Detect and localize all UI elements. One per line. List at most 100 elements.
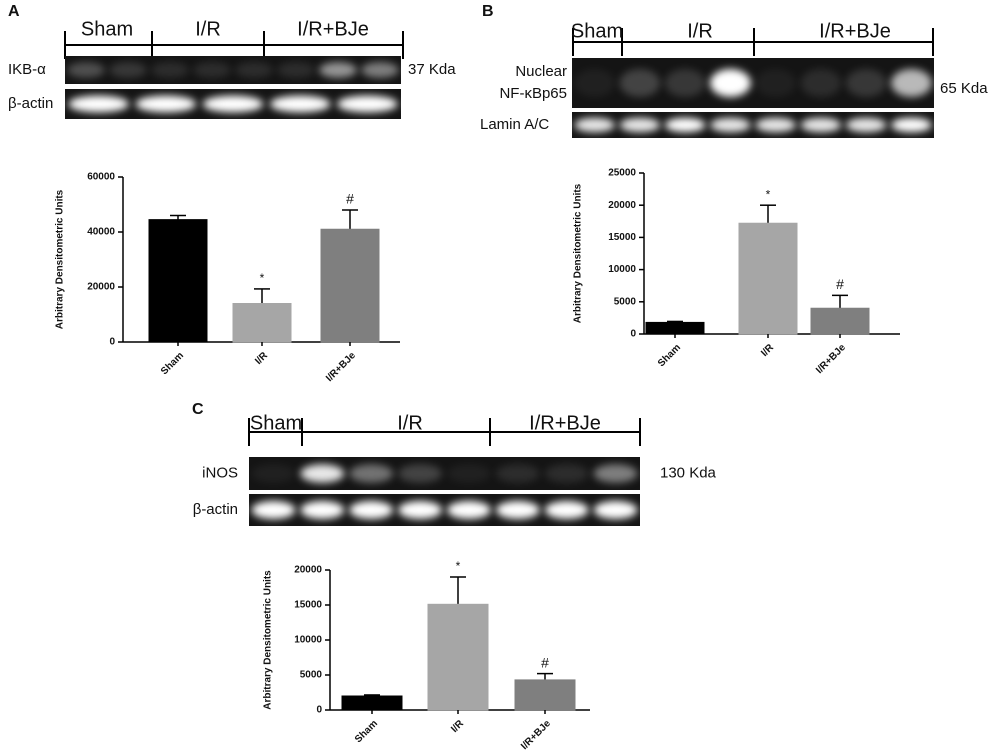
row-label: Lamin A/C: [480, 116, 549, 133]
blot-band: [269, 95, 331, 113]
bar: [427, 603, 489, 711]
blot-band: [349, 501, 394, 519]
y-tick-label: 25000: [608, 168, 636, 179]
blot-band: [845, 117, 887, 133]
blot-band: [300, 464, 345, 483]
y-tick-label: 10000: [608, 264, 636, 275]
blot-band: [202, 95, 264, 113]
group-label: I/R: [397, 412, 423, 434]
blot-band: [574, 117, 615, 133]
blot-band: [398, 501, 443, 519]
row-label: IKB-α: [8, 61, 46, 78]
blot-band: [277, 62, 315, 78]
bar: [645, 321, 705, 335]
blot-band: [446, 464, 491, 483]
group-label: I/R: [195, 18, 221, 40]
blot-band: [495, 464, 540, 483]
x-tick-label: I/R+BJe: [324, 350, 358, 384]
blot-band: [235, 62, 273, 78]
row-label: iNOS: [202, 464, 238, 481]
band-size: 130 Kda: [660, 464, 717, 481]
blot-band: [135, 95, 197, 113]
blot-band: [67, 62, 105, 78]
row-label: NF-κBp65: [499, 85, 567, 102]
x-tick-label: Sham: [656, 342, 683, 369]
blot-band: [446, 501, 491, 519]
significance-marker: *: [260, 271, 265, 285]
band-size: 37 Kda: [408, 61, 456, 78]
y-axis-label: Arbitrary Densitometric Units: [263, 570, 274, 710]
blot-band: [544, 501, 589, 519]
blot-band: [495, 501, 540, 519]
significance-marker: *: [456, 559, 461, 573]
y-tick-label: 0: [109, 337, 115, 348]
y-tick-label: 0: [630, 329, 636, 340]
blot-band: [891, 117, 932, 133]
x-tick-label: I/R: [449, 718, 466, 735]
x-tick-label: I/R: [253, 350, 270, 367]
blot-band: [593, 501, 638, 519]
blot-band: [619, 69, 661, 97]
y-tick-label: 15000: [294, 600, 322, 611]
bar: [341, 695, 403, 711]
blot-band: [593, 464, 638, 483]
blot-band: [845, 69, 887, 97]
blot-band: [251, 501, 296, 519]
group-label: Sham: [250, 412, 302, 434]
blot-band: [619, 117, 661, 133]
x-tick-label: I/R+BJe: [519, 718, 553, 752]
significance-marker: #: [836, 276, 844, 292]
bar: [514, 679, 576, 711]
blot-band: [710, 117, 751, 133]
row-label: β-actin: [193, 501, 238, 518]
blot-band: [664, 69, 706, 97]
y-tick-label: 20000: [87, 282, 115, 293]
y-tick-label: 0: [316, 705, 322, 716]
blot-band: [574, 69, 615, 97]
bar: [148, 219, 208, 343]
group-label: Sham: [81, 18, 133, 40]
blot-band: [755, 117, 796, 133]
blot-band: [755, 69, 796, 97]
blot-band: [193, 62, 231, 78]
blot-band: [891, 69, 932, 97]
bar: [232, 303, 292, 343]
significance-marker: *: [766, 187, 771, 201]
blot-band: [710, 69, 751, 97]
group-label: Sham: [571, 20, 623, 42]
bar: [320, 228, 380, 343]
panel-label: A: [8, 3, 20, 20]
panel-label: C: [192, 401, 204, 418]
blot-band: [349, 464, 394, 483]
y-tick-label: 10000: [294, 635, 322, 646]
blot-band: [68, 95, 129, 113]
blot-band: [800, 117, 842, 133]
blot-band: [800, 69, 842, 97]
x-tick-label: Sham: [353, 718, 380, 745]
y-tick-label: 20000: [294, 565, 322, 576]
y-tick-label: 5000: [614, 296, 637, 307]
group-label: I/R+BJe: [529, 412, 601, 434]
blot-band: [664, 117, 706, 133]
bar: [810, 307, 870, 335]
x-tick-label: I/R: [759, 342, 776, 359]
bar: [738, 222, 798, 335]
x-tick-label: I/R+BJe: [814, 342, 848, 376]
blot-band: [319, 62, 357, 78]
blot-band: [251, 464, 296, 483]
band-size: 65 Kda: [940, 80, 988, 97]
blot-band: [361, 62, 399, 78]
group-label: I/R+BJe: [297, 18, 369, 40]
significance-marker: #: [346, 191, 354, 207]
row-label: Nuclear: [515, 63, 567, 80]
group-label: I/R: [687, 20, 713, 42]
blot-band: [544, 464, 589, 483]
row-label: β-actin: [8, 95, 53, 112]
blot-band: [300, 501, 345, 519]
blot-band: [109, 62, 147, 78]
blot-band: [337, 95, 398, 113]
y-tick-label: 15000: [608, 232, 636, 243]
significance-marker: #: [541, 654, 549, 670]
x-tick-label: Sham: [159, 350, 186, 377]
